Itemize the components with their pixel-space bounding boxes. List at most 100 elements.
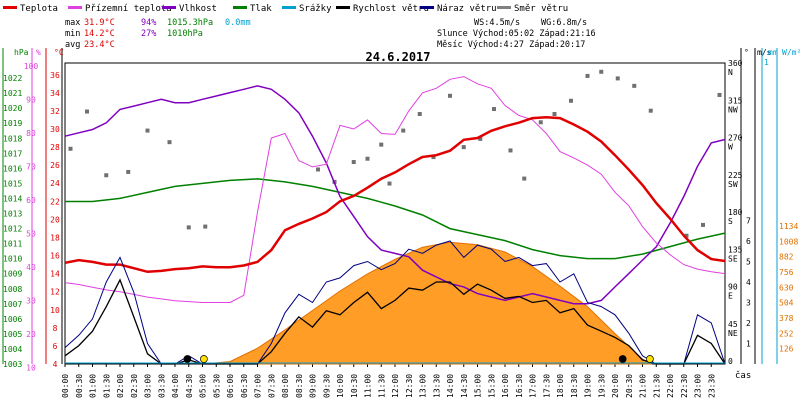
x-tick-41: 20:30 (625, 374, 634, 398)
x-tick-22: 11:00 (364, 374, 373, 398)
winddir-point (478, 136, 483, 141)
celsius-tick-8: 20 (50, 215, 60, 224)
axis-header-2: °C (54, 48, 64, 57)
wm2-tick-1: 1008 (779, 237, 798, 246)
winddir-point (68, 146, 73, 151)
hpa-tick-4: 1018 (3, 134, 22, 143)
winddir-point (104, 173, 109, 178)
celsius-tick-5: 26 (50, 161, 60, 170)
pct-tick-1: 90 (26, 96, 36, 105)
pct-tick-2: 80 (26, 129, 36, 138)
min-humidity: 27% (141, 29, 156, 39)
x-tick-8: 04:00 (171, 374, 180, 398)
hpa-tick-9: 1013 (3, 210, 22, 219)
winddir-point (351, 160, 356, 165)
legend-swatch-6 (420, 6, 434, 9)
pct-tick-3: 70 (26, 163, 36, 172)
legend-label-3: Tlak (250, 4, 272, 14)
hpa-tick-5: 1017 (3, 149, 22, 158)
winddir-point (203, 224, 208, 229)
pct-tick-5: 50 (26, 230, 36, 239)
winddir-point (126, 169, 131, 174)
legend-swatch-3 (233, 6, 247, 9)
x-tick-9: 04:30 (185, 374, 194, 398)
x-tick-26: 13:00 (419, 374, 428, 398)
x-tick-32: 16:00 (501, 374, 510, 398)
hpa-tick-0: 1022 (3, 74, 22, 83)
x-tick-25: 12:30 (405, 374, 414, 398)
series-ground-temp (64, 76, 726, 303)
legend-label-4: Srážky (299, 4, 332, 14)
axis-header-3: ° (744, 48, 749, 57)
winddir-compass-6: E (728, 292, 733, 301)
wm2-tick-0: 1134 (779, 222, 798, 231)
ms-tick-4: 3 (746, 299, 751, 308)
avg-temp: 23.4°C (84, 40, 115, 50)
x-tick-21: 10:30 (350, 374, 359, 398)
x-tick-19: 09:30 (322, 374, 331, 398)
winddir-point (85, 109, 89, 114)
x-tick-24: 12:00 (391, 374, 400, 398)
x-tick-29: 14:30 (460, 374, 469, 398)
sun-times: Slunce Východ:05:02 Západ:21:16 (437, 29, 596, 39)
hpa-tick-1: 1021 (3, 89, 22, 98)
winddir-point (648, 108, 653, 113)
legend-swatch-7 (497, 6, 511, 9)
ms-tick-0: 7 (746, 217, 751, 226)
winddir-point (717, 92, 722, 97)
legend-swatch-4 (282, 6, 296, 9)
winddir-point (585, 73, 590, 78)
winddir-point (316, 167, 320, 172)
winddir-tick-0: 360 (728, 59, 743, 68)
winddir-point (145, 128, 150, 133)
celsius-tick-0: 36 (50, 71, 60, 80)
axis-header-0: hPa (14, 48, 29, 57)
winddir-tick-7: 45 (728, 320, 738, 329)
hpa-tick-11: 1011 (3, 240, 22, 249)
hpa-tick-10: 1012 (3, 225, 22, 234)
x-tick-40: 20:00 (611, 374, 620, 398)
wm2-tick-6: 378 (779, 314, 794, 323)
x-tick-0: 00:00 (61, 374, 70, 398)
winddir-tick-3: 225 (728, 171, 743, 180)
legend-label-0: Teplota (20, 4, 58, 14)
legend-label-1: Přízemní teplota (85, 4, 172, 14)
winddir-point (508, 148, 513, 153)
winddir-point (599, 69, 604, 74)
x-tick-44: 22:00 (666, 374, 675, 398)
min-temp: 14.2°C (84, 29, 115, 39)
max-label: max (65, 18, 80, 28)
series-wind-speed (64, 278, 726, 365)
winddir-point (448, 93, 452, 98)
wm2-tick-4: 630 (779, 283, 794, 292)
x-tick-27: 13:30 (432, 374, 441, 398)
min-pressure: 1010hPa (167, 29, 203, 39)
x-tick-34: 17:00 (529, 374, 538, 398)
winddir-point (417, 112, 422, 117)
chart-title: 24.6.2017 (365, 50, 430, 64)
mm-tick-0: 1 (764, 58, 769, 67)
legend-swatch-5 (336, 6, 350, 9)
x-tick-10: 05:00 (199, 374, 208, 398)
celsius-tick-11: 14 (50, 270, 60, 279)
max-humidity: 94% (141, 18, 156, 28)
hpa-tick-15: 1007 (3, 300, 22, 309)
axis-header-4: m/s (757, 48, 772, 57)
series-temperature (64, 115, 726, 274)
x-tick-33: 16:30 (515, 374, 524, 398)
moon-rise-marker (183, 355, 192, 363)
legend-label-6: Náraz větru (437, 4, 497, 14)
min-label: min (65, 29, 80, 39)
series-pressure (65, 178, 726, 260)
wind-speed-max: WS:4.5m/s (474, 18, 520, 28)
winddir-compass-4: S (728, 217, 733, 226)
x-tick-28: 14:00 (446, 374, 455, 398)
celsius-tick-16: 4 (53, 360, 58, 369)
x-tick-42: 21:00 (639, 374, 648, 398)
winddir-point (379, 142, 384, 147)
ms-tick-1: 6 (746, 237, 751, 246)
moon-set-marker (618, 355, 627, 363)
legend-label-5: Rychlost větru (353, 4, 429, 14)
x-tick-38: 19:00 (584, 374, 593, 398)
legend-label-2: Vlhkost (179, 4, 217, 14)
